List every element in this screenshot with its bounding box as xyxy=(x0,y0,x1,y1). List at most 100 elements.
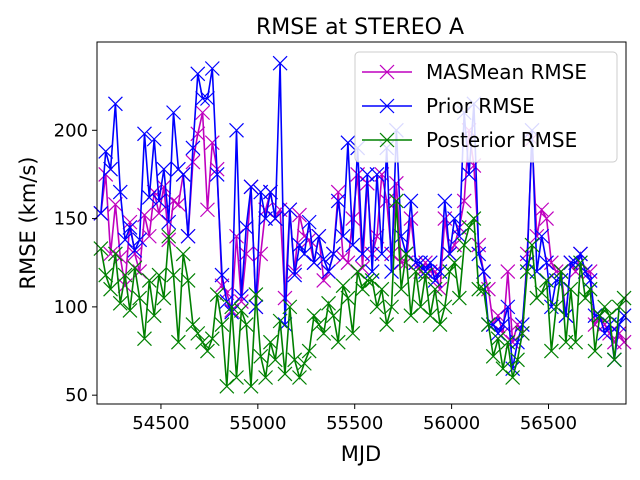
data-point-marker xyxy=(325,308,341,324)
data-point-marker xyxy=(238,246,254,262)
data-point-marker xyxy=(132,232,148,248)
data-point-marker xyxy=(500,334,516,350)
data-point-marker xyxy=(175,246,191,262)
data-point-marker xyxy=(127,260,143,276)
data-point-marker xyxy=(456,237,472,253)
data-point-marker xyxy=(490,325,506,341)
data-point-marker xyxy=(374,281,390,297)
data-point-marker xyxy=(388,193,404,209)
data-point-marker xyxy=(301,343,317,359)
data-point-marker xyxy=(379,317,395,332)
data-point-marker xyxy=(127,242,143,258)
data-point-marker xyxy=(359,272,375,288)
x-tick-label: 55500 xyxy=(326,413,383,434)
data-point-marker xyxy=(519,264,535,279)
data-point-marker xyxy=(117,278,133,294)
data-point-marker xyxy=(374,246,390,262)
data-point-marker xyxy=(335,278,351,294)
y-axis-title: RMSE (km/s) xyxy=(16,156,40,289)
data-point-marker xyxy=(316,251,332,267)
legend-marker xyxy=(379,132,395,148)
data-point-marker xyxy=(573,246,588,262)
data-point-marker xyxy=(204,61,220,76)
legend-item: MASMean RMSE xyxy=(362,60,587,84)
data-point-marker xyxy=(156,161,172,177)
data-point-marker xyxy=(263,334,278,350)
data-point-marker xyxy=(427,281,443,297)
data-point-marker xyxy=(597,325,613,341)
data-point-marker xyxy=(141,189,157,205)
data-point-marker xyxy=(335,228,351,244)
data-point-marker xyxy=(107,197,123,212)
data-point-marker xyxy=(296,228,312,244)
data-point-marker xyxy=(403,308,419,324)
data-point-marker xyxy=(243,378,259,394)
data-point-marker xyxy=(122,302,138,318)
data-point-marker xyxy=(311,228,327,244)
data-point-marker xyxy=(301,232,317,248)
data-point-marker xyxy=(263,184,278,200)
data-point-marker xyxy=(340,255,356,271)
data-point-marker xyxy=(180,228,196,244)
data-point-marker xyxy=(408,264,424,279)
data-point-marker xyxy=(238,219,254,235)
data-point-marker xyxy=(553,264,569,279)
data-point-marker xyxy=(107,246,123,262)
data-point-marker xyxy=(122,214,138,230)
data-point-marker xyxy=(587,343,603,359)
data-point-marker xyxy=(461,219,477,235)
data-point-marker xyxy=(282,299,298,315)
series-layer xyxy=(93,55,632,394)
data-point-marker xyxy=(485,348,501,364)
data-point-marker xyxy=(185,140,201,156)
data-point-marker xyxy=(403,193,419,209)
data-point-marker xyxy=(321,264,336,279)
data-point-marker xyxy=(325,246,341,262)
data-point-marker xyxy=(311,317,327,332)
legend-item: Posterior RMSE xyxy=(362,128,577,152)
legend-marker xyxy=(379,64,395,80)
series-2 xyxy=(93,193,632,394)
data-point-marker xyxy=(146,131,162,147)
data-point-marker xyxy=(393,228,409,244)
data-point-marker xyxy=(461,167,477,182)
data-point-marker xyxy=(170,197,186,212)
data-point-marker xyxy=(471,281,487,297)
data-point-marker xyxy=(384,264,399,279)
data-point-marker xyxy=(137,331,152,347)
data-point-marker xyxy=(175,167,191,182)
data-point-marker xyxy=(495,361,511,377)
data-point-marker xyxy=(224,299,240,315)
data-point-marker xyxy=(514,325,530,341)
data-point-marker xyxy=(510,352,525,368)
y-tick-label: 200 xyxy=(54,120,88,141)
data-point-marker xyxy=(112,184,128,200)
y-tick-label: 100 xyxy=(54,297,88,318)
data-point-marker xyxy=(103,281,118,297)
data-point-marker xyxy=(253,348,269,364)
data-point-marker xyxy=(200,343,215,359)
data-point-marker xyxy=(539,272,554,288)
data-point-marker xyxy=(301,214,317,230)
series-line xyxy=(100,200,625,387)
legend-box xyxy=(354,51,618,163)
data-point-marker xyxy=(151,267,167,283)
data-point-marker xyxy=(267,211,283,227)
data-point-marker xyxy=(466,211,482,227)
data-point-marker xyxy=(204,135,220,151)
data-point-marker xyxy=(214,317,230,332)
data-point-marker xyxy=(437,193,453,209)
data-point-marker xyxy=(602,308,617,324)
y-tick-label: 50 xyxy=(65,385,88,406)
data-point-marker xyxy=(180,272,196,288)
data-point-marker xyxy=(229,122,244,138)
data-point-marker xyxy=(98,267,114,283)
data-point-marker xyxy=(214,267,230,283)
data-point-marker xyxy=(611,317,627,332)
data-point-marker xyxy=(200,91,215,106)
data-point-marker xyxy=(451,290,467,306)
data-point-marker xyxy=(432,317,448,332)
data-point-marker xyxy=(98,144,114,159)
data-point-marker xyxy=(476,281,492,297)
data-point-marker xyxy=(93,205,109,221)
